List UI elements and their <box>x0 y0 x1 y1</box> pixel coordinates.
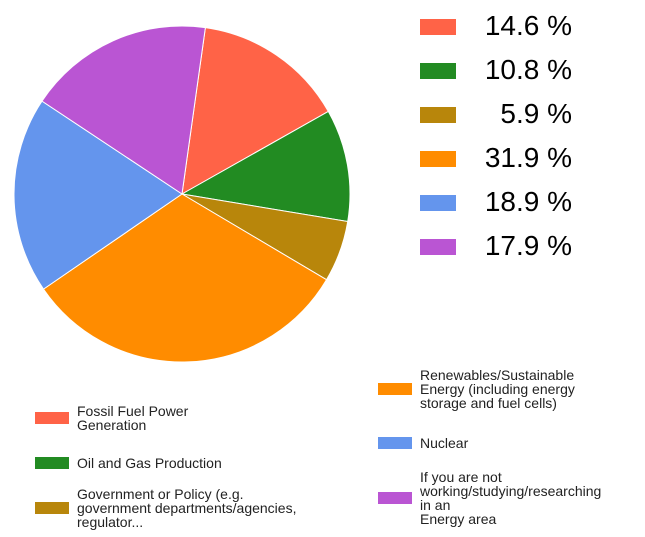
legend-item-not-energy: If you are not working/studying/research… <box>378 470 601 526</box>
color-swatch <box>420 151 456 167</box>
legend-label: Nuclear <box>420 435 469 451</box>
percentage-row: 14.6 % <box>420 6 640 50</box>
legend-label: Oil and Gas Production <box>77 455 222 471</box>
percentage-row: 18.9 % <box>420 182 640 226</box>
pie-slice <box>42 193 328 363</box>
legend-label: If you are not working/studying/research… <box>420 469 602 527</box>
pie-slice <box>181 27 329 195</box>
pie-slice <box>180 110 351 223</box>
legend-item-government-policy: Government or Policy (e.g. government de… <box>35 487 296 529</box>
percentage-label: 31.9 % <box>484 142 572 173</box>
legend-swatch <box>35 457 69 469</box>
legend-item-renewables: Renewables/Sustainable Energy (including… <box>378 368 575 410</box>
percentage-row: 17.9 % <box>420 226 640 270</box>
legend-swatch <box>378 437 412 449</box>
legend-item-fossil-fuel: Fossil Fuel Power Generation <box>35 404 188 432</box>
pie-slices <box>13 25 351 363</box>
color-swatch <box>420 107 456 123</box>
pie-slice <box>41 25 206 195</box>
color-swatch <box>420 63 456 79</box>
legend-label: Fossil Fuel Power Generation <box>77 403 189 433</box>
percentage-row: 31.9 % <box>420 138 640 182</box>
percentage-label: 14.6 % <box>484 10 572 41</box>
legend-item-nuclear: Nuclear <box>378 436 468 450</box>
percentage-row: 5.9 % <box>420 94 640 138</box>
percentage-list: 14.6 % 10.8 % 5.9 % 31.9 % 18.9 % 17.9 % <box>420 6 640 270</box>
legend-label: Renewables/Sustainable Energy (including… <box>420 367 575 411</box>
legend-swatch <box>378 492 412 504</box>
percentage-label: 17.9 % <box>484 230 572 261</box>
percentage-label: 5.9 % <box>500 98 572 129</box>
legend-item-oil-gas: Oil and Gas Production <box>35 456 222 470</box>
legend-label: Government or Policy (e.g. government de… <box>77 486 297 530</box>
percentage-row: 10.8 % <box>420 50 640 94</box>
color-swatch <box>420 239 456 255</box>
legend-swatch <box>35 412 69 424</box>
legend-swatch <box>35 502 69 514</box>
legend-swatch <box>378 383 412 395</box>
percentage-label: 18.9 % <box>484 186 572 217</box>
pie-slice <box>13 100 183 290</box>
percentage-label: 10.8 % <box>484 54 572 85</box>
color-swatch <box>420 195 456 211</box>
color-swatch <box>420 19 456 35</box>
